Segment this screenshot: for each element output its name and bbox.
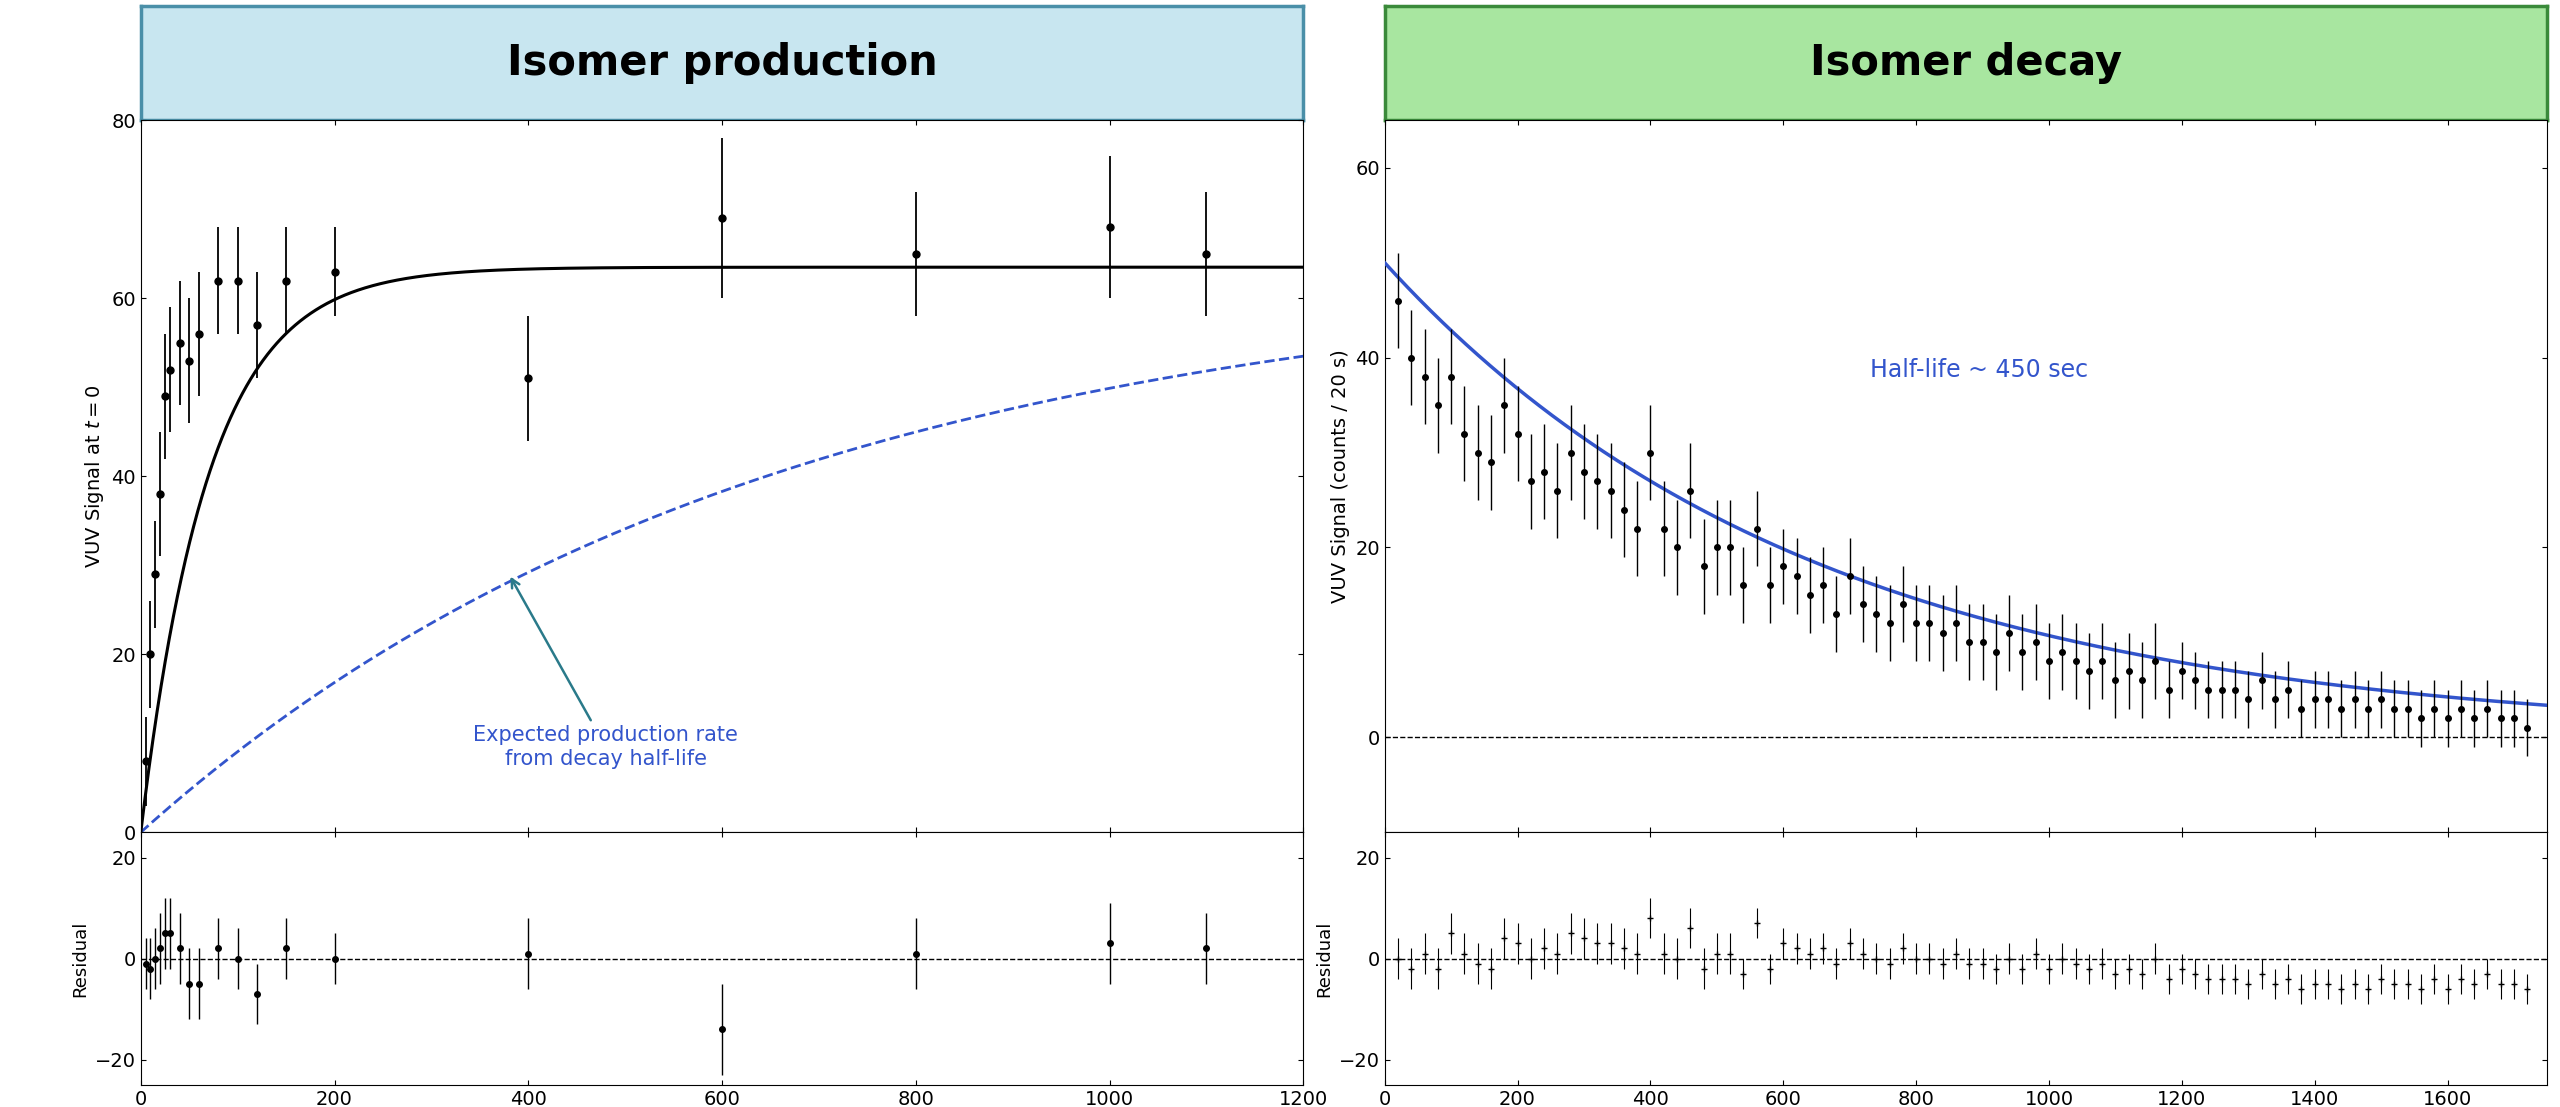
Text: Half-life ~ 450 sec: Half-life ~ 450 sec — [1869, 358, 2089, 382]
Text: Isomer decay: Isomer decay — [1810, 42, 2122, 84]
Y-axis label: Residual: Residual — [72, 920, 90, 996]
Text: Expected production rate
from decay half-life: Expected production rate from decay half… — [474, 579, 737, 768]
Y-axis label: VUV Signal at $t=0$: VUV Signal at $t=0$ — [82, 384, 105, 568]
Y-axis label: Residual: Residual — [1316, 920, 1334, 996]
Text: Isomer production: Isomer production — [507, 42, 937, 84]
Y-axis label: VUV Signal (counts / 20 s): VUV Signal (counts / 20 s) — [1331, 350, 1349, 603]
